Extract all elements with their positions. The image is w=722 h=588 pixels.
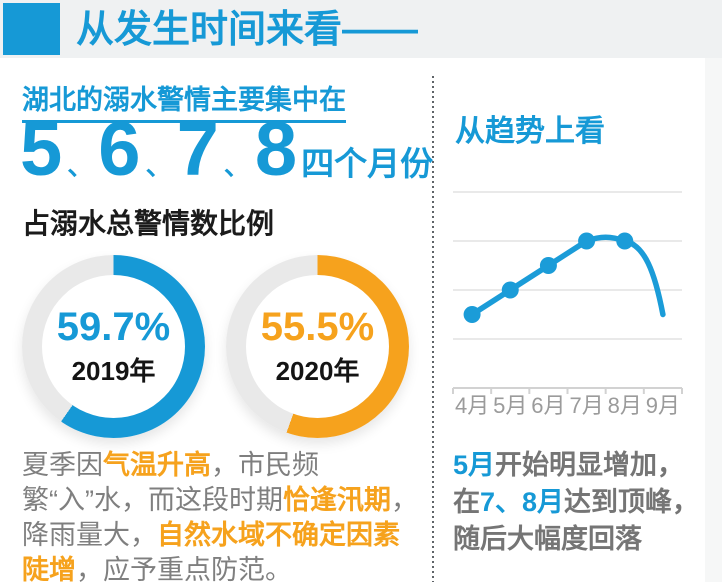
donut-2019-center: 59.7% 2019年 bbox=[42, 275, 185, 418]
dotted-divider bbox=[432, 76, 434, 582]
data-point-dot bbox=[539, 257, 557, 274]
highlight-temperature-rise: 气温升高 bbox=[103, 450, 211, 480]
months-suffix-label: 四个月份 bbox=[301, 145, 434, 182]
title-band: 从发生时间来看—— bbox=[0, 0, 722, 58]
paragraph-segment: 夏季因 bbox=[22, 450, 103, 480]
donut-2020-year: 2020年 bbox=[275, 355, 360, 386]
title-marker-square bbox=[3, 3, 60, 55]
paragraph-segment: ，降雨量大， bbox=[22, 485, 418, 550]
paragraph-segment: 开始明显增加，在 bbox=[453, 450, 685, 517]
paragraph-segment: ，应予重点防范。 bbox=[76, 555, 292, 585]
trend-heading: 从趋势上看 bbox=[455, 115, 605, 148]
ratio-section-label: 占溺水总警情数比例 bbox=[22, 208, 275, 239]
page-right-margin bbox=[705, 0, 722, 582]
page-title: 从发生时间来看—— bbox=[76, 9, 419, 51]
data-point-dot bbox=[501, 281, 519, 299]
paragraph-segment: ，市民频繁“入”水，而这段时期 bbox=[22, 450, 319, 515]
summer-note-paragraph: 夏季因气温升高，市民频繁“入”水，而这段时期恰逢汛期，降雨量大，自然水域不确定因… bbox=[22, 448, 422, 588]
month-separator: 、 bbox=[67, 151, 94, 181]
x-axis-label: 9月 bbox=[646, 393, 680, 418]
donut-chart-2020: 55.5% 2020年 bbox=[226, 255, 409, 438]
highlight-natural-water-risk: 自然水域不确定因素陡增 bbox=[22, 520, 400, 585]
x-axis-label: 4月 bbox=[455, 393, 489, 418]
month-digit: 6 bbox=[98, 107, 141, 192]
months-highlight: 5 、 6 、 7 、 8 四个月份 bbox=[20, 112, 433, 188]
donut-charts: 59.7% 2019年 55.5% 2020年 bbox=[22, 255, 409, 438]
month-digit: 7 bbox=[176, 107, 219, 192]
trend-note-paragraph: 5月开始明显增加，在7、8月达到顶峰，随后大幅度回落 bbox=[453, 447, 711, 558]
data-point-dot bbox=[616, 232, 634, 250]
donut-2019-percent: 59.7% bbox=[56, 304, 171, 349]
donut-2019-year: 2019年 bbox=[71, 355, 156, 386]
left-heading: 湖北的溺水警情主要集中在 bbox=[22, 78, 346, 123]
month-separator: 、 bbox=[145, 151, 172, 181]
trend-line bbox=[469, 234, 666, 318]
month-separator: 、 bbox=[223, 151, 250, 181]
x-axis-label: 8月 bbox=[608, 393, 642, 418]
highlight-may: 5月 bbox=[453, 450, 496, 480]
x-axis-label: 7月 bbox=[569, 393, 603, 418]
highlight-july-august: 7、8月 bbox=[480, 487, 565, 517]
donut-chart-2019: 59.7% 2019年 bbox=[22, 255, 205, 438]
month-digit: 5 bbox=[20, 107, 63, 192]
x-axis-label: 6月 bbox=[531, 393, 565, 418]
donut-2020-percent: 55.5% bbox=[260, 304, 375, 349]
trend-line-chart: 4月 5月 6月 7月 8月 9月 bbox=[452, 191, 683, 418]
donut-2020-center: 55.5% 2020年 bbox=[246, 275, 389, 418]
paragraph-segment: 达到顶峰，随后大幅度回落 bbox=[453, 487, 700, 554]
data-point-dot bbox=[578, 232, 596, 250]
data-point-dot bbox=[463, 306, 481, 323]
highlight-flood-season: 恰逢汛期 bbox=[282, 485, 391, 515]
x-axis-label: 5月 bbox=[493, 393, 527, 418]
month-digit: 8 bbox=[254, 107, 298, 192]
